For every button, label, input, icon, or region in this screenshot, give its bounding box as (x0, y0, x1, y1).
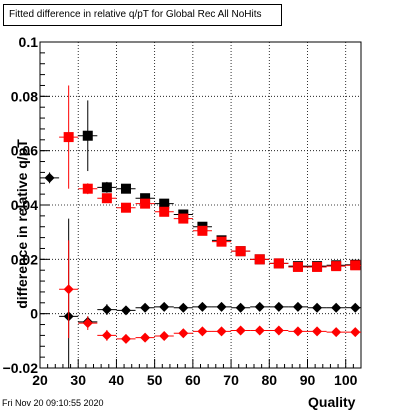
data-point-diamond (273, 325, 284, 336)
y-tick-label: −0.02 (3, 360, 39, 376)
data-point-square (331, 261, 342, 272)
x-tick-label: 30 (70, 372, 86, 388)
x-tick-label: 100 (334, 372, 358, 388)
y-tick-label: 0 (30, 306, 38, 322)
data-point-diamond (235, 325, 246, 336)
chart-title: Fitted difference in relative q/pT for G… (3, 4, 282, 26)
data-point-diamond (292, 326, 303, 337)
data-point-diamond (120, 305, 131, 316)
x-tick-label: 20 (32, 372, 48, 388)
y-tick-label: 0.06 (11, 143, 38, 159)
data-point-square (63, 132, 74, 143)
data-point-diamond (331, 302, 342, 313)
y-tick-label: 0.04 (11, 197, 38, 213)
y-tick-label: 0.02 (11, 251, 38, 267)
series-2 (40, 172, 361, 368)
data-marks (40, 85, 361, 368)
data-point-diamond (235, 302, 246, 313)
x-tick-label: 60 (185, 372, 201, 388)
data-point-square (101, 182, 112, 193)
y-tick-label: 0.1 (19, 34, 39, 50)
axis-ticks (39, 41, 354, 369)
data-point-diamond (178, 328, 189, 339)
data-point-diamond (140, 302, 151, 313)
data-point-square (292, 261, 303, 272)
data-point-diamond (273, 301, 284, 312)
data-point-diamond (197, 326, 208, 337)
data-point-square (120, 202, 131, 213)
y-axis-label: difference in relative q/pT (14, 139, 30, 309)
data-point-diamond (312, 302, 323, 313)
data-point-square (312, 261, 323, 272)
data-point-square (254, 254, 265, 265)
data-point-diamond (254, 301, 265, 312)
y-tick-label: 0.08 (11, 88, 38, 104)
data-point-square (197, 225, 208, 236)
data-point-diamond (159, 330, 170, 341)
x-tick-label: 40 (109, 372, 125, 388)
data-point-diamond (254, 325, 265, 336)
data-point-diamond (216, 301, 227, 312)
grid-lines (40, 42, 361, 368)
data-point-diamond (101, 304, 112, 315)
data-point-square (82, 183, 93, 194)
data-point-square (350, 260, 361, 271)
x-tick-label: 50 (147, 372, 163, 388)
x-tick-label: 70 (223, 372, 239, 388)
x-tick-label: 80 (261, 372, 277, 388)
x-axis-label: Quality (308, 394, 356, 410)
data-point-square (159, 198, 170, 209)
data-point-square (235, 246, 246, 257)
data-point-square (82, 130, 93, 141)
data-point-square (216, 236, 227, 247)
data-point-square (140, 193, 151, 204)
series-3 (59, 240, 361, 344)
data-point-diamond (82, 318, 93, 329)
data-point-diamond (63, 284, 74, 295)
data-point-diamond (120, 333, 131, 344)
data-point-diamond (350, 327, 361, 338)
series-1 (59, 85, 361, 272)
data-point-square (101, 193, 112, 204)
data-point-diamond (140, 332, 151, 343)
timestamp: Fri Nov 20 09:10:55 2020 (2, 398, 104, 408)
data-point-square (273, 258, 284, 269)
data-point-diamond (331, 327, 342, 338)
data-point-square (178, 213, 189, 224)
data-point-diamond (101, 330, 112, 341)
data-point-diamond (197, 301, 208, 312)
data-point-diamond (178, 302, 189, 313)
tick-labels: 20 30 40 50 60 70 80 90 100 −0.02 0 0.02 0.04 0.06 0.0… (3, 34, 358, 388)
data-point-diamond (44, 172, 55, 183)
data-point-square (159, 206, 170, 217)
data-point-diamond (312, 326, 323, 337)
data-point-square (120, 183, 131, 194)
data-point-diamond (350, 302, 361, 313)
data-point-square (140, 198, 151, 209)
data-point-diamond (292, 301, 303, 312)
data-point-diamond (216, 326, 227, 337)
x-tick-label: 90 (300, 372, 316, 388)
data-point-diamond (159, 301, 170, 312)
